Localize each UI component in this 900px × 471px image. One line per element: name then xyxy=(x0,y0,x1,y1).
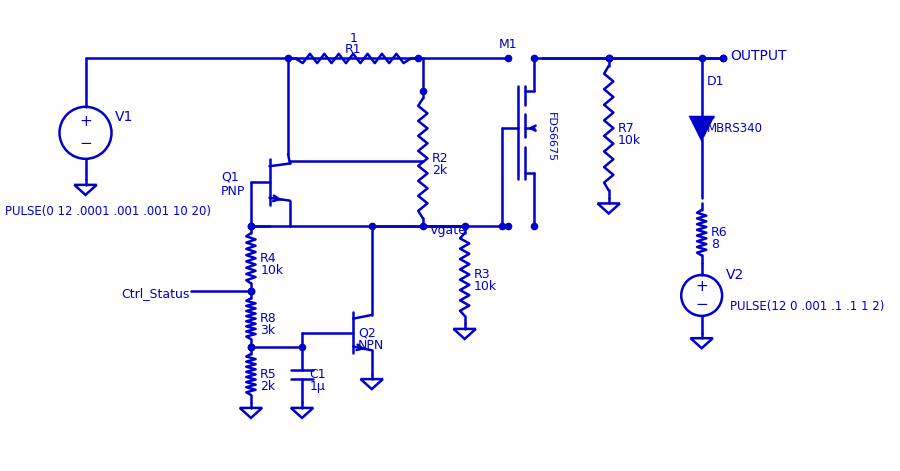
Text: R5: R5 xyxy=(260,368,277,381)
Text: Ctrl_Status: Ctrl_Status xyxy=(121,287,189,300)
Text: 10k: 10k xyxy=(474,280,497,293)
Text: OUTPUT: OUTPUT xyxy=(731,49,787,63)
Text: MBRS340: MBRS340 xyxy=(707,122,763,135)
Text: 1μ: 1μ xyxy=(310,380,325,393)
Text: Q1: Q1 xyxy=(221,171,239,184)
Text: M1: M1 xyxy=(499,38,517,51)
Text: V1: V1 xyxy=(115,110,133,124)
Text: R1: R1 xyxy=(345,43,362,56)
Text: R7: R7 xyxy=(618,122,634,135)
Text: 2k: 2k xyxy=(260,380,275,393)
Text: +: + xyxy=(696,279,708,294)
Text: 10k: 10k xyxy=(260,264,284,277)
Text: C1: C1 xyxy=(310,368,326,381)
Text: FDS6675: FDS6675 xyxy=(545,113,555,162)
Text: V2: V2 xyxy=(725,268,744,282)
Text: 8: 8 xyxy=(711,238,719,252)
Text: PNP: PNP xyxy=(221,185,246,198)
Text: R4: R4 xyxy=(260,252,277,265)
Text: −: − xyxy=(79,136,92,151)
Text: R8: R8 xyxy=(260,312,277,325)
Text: 2k: 2k xyxy=(432,164,447,177)
Text: +: + xyxy=(79,114,92,130)
Text: NPN: NPN xyxy=(358,339,384,352)
Text: −: − xyxy=(696,297,708,311)
Text: R2: R2 xyxy=(432,152,449,165)
Text: PULSE(12 0 .001 .1 .1 1 2): PULSE(12 0 .001 .1 .1 1 2) xyxy=(730,300,884,313)
Text: Vgate: Vgate xyxy=(430,224,467,237)
Text: D1: D1 xyxy=(707,75,724,88)
Text: 3k: 3k xyxy=(260,324,275,337)
Text: 1: 1 xyxy=(349,32,357,45)
Text: R3: R3 xyxy=(474,268,490,281)
Text: Q2: Q2 xyxy=(358,326,375,339)
Polygon shape xyxy=(690,117,713,139)
Text: 10k: 10k xyxy=(618,134,641,147)
Text: PULSE(0 12 .0001 .001 .001 10 20): PULSE(0 12 .0001 .001 .001 10 20) xyxy=(4,205,211,218)
Text: R6: R6 xyxy=(711,226,727,239)
